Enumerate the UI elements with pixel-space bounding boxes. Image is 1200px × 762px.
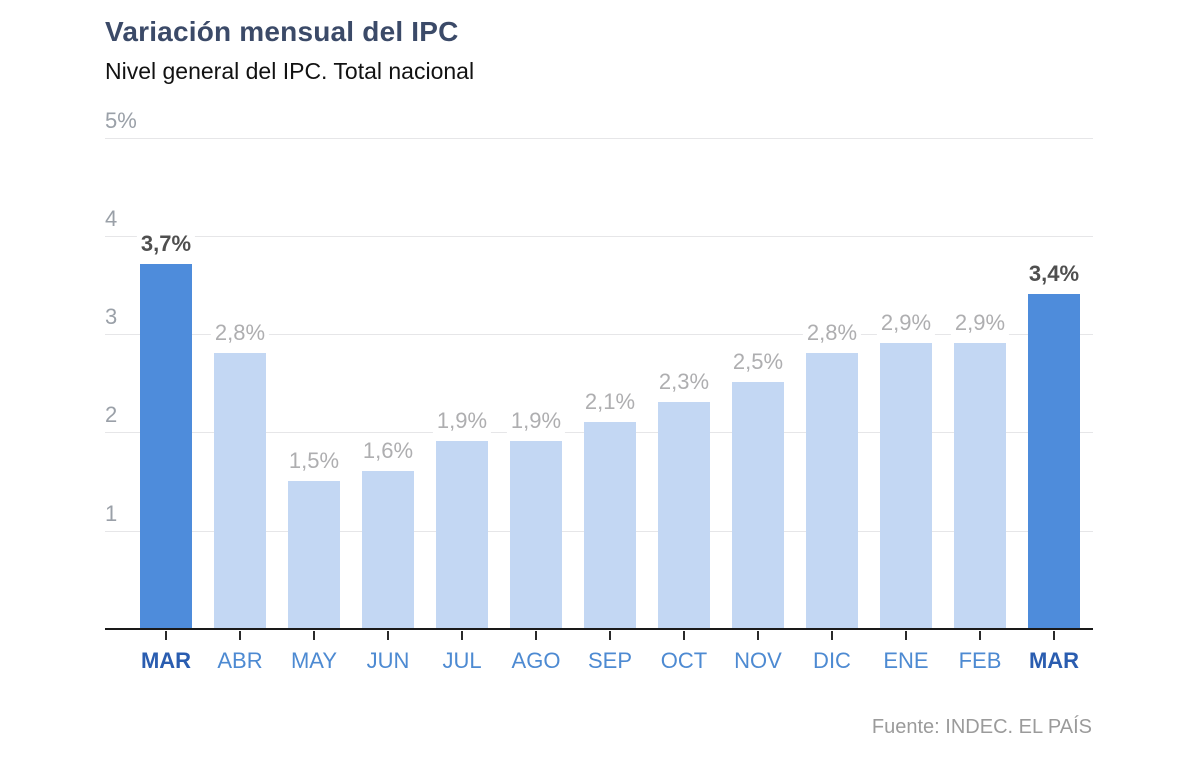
bar-value-label: 2,5% <box>728 350 788 374</box>
chart-subtitle: Nivel general del IPC. Total nacional <box>105 58 475 84</box>
bar-nov-8 <box>732 382 784 628</box>
x-axis-label-ene-10: ENE <box>883 648 929 673</box>
x-axis-tick <box>535 631 537 640</box>
x-axis-tick <box>1053 631 1055 640</box>
y-axis-tick-label: 5% <box>105 108 141 133</box>
bar-value-label: 2,8% <box>802 321 862 345</box>
x-axis-label-mar-0: MAR <box>140 648 192 673</box>
bar-mar-12 <box>1028 294 1080 628</box>
y-axis-tick-label: 4 <box>105 206 122 231</box>
bar-value-label: 1,6% <box>358 439 418 463</box>
x-axis-tick <box>461 631 463 640</box>
x-axis-tick <box>757 631 759 640</box>
x-axis-label-ago-5: AGO <box>511 648 561 673</box>
source-credit: Fuente: INDEC. EL PAÍS <box>871 716 1092 738</box>
x-axis-label-abr-1: ABR <box>217 648 263 673</box>
x-axis-line <box>105 628 1093 630</box>
gridline-y5 <box>105 137 1093 139</box>
x-axis-label-mar-12: MAR <box>1028 648 1080 673</box>
bar-value-label: 2,1% <box>580 390 640 414</box>
x-axis-tick <box>239 631 241 640</box>
bar-value-label: 2,8% <box>210 321 270 345</box>
bar-value-label: 2,3% <box>654 370 714 394</box>
x-axis-label-nov-8: NOV <box>734 648 782 673</box>
bar-value-label: 1,9% <box>432 409 492 433</box>
x-axis-tick <box>609 631 611 640</box>
y-axis-tick-label: 1 <box>105 501 122 526</box>
x-axis-tick <box>831 631 833 640</box>
x-axis-tick <box>165 631 167 640</box>
x-axis-label-may-2: MAY <box>290 648 338 673</box>
x-axis-label-jul-4: JUL <box>442 648 482 673</box>
bar-dic-9 <box>806 353 858 628</box>
bar-value-label: 2,9% <box>950 311 1010 335</box>
plot-area: 1 2 3 4 5% 3,7% MAR 2,8% ABR 1,5% MAY 1,6% JUN 1,9% JU… <box>105 108 1093 673</box>
x-axis-tick <box>683 631 685 640</box>
chart-title: Variación mensual del IPC <box>105 16 459 47</box>
x-axis-label-oct-7: OCT <box>660 648 708 673</box>
bar-value-label: 3,4% <box>1024 262 1084 286</box>
bar-value-label: 1,9% <box>506 409 566 433</box>
bar-mar-0 <box>140 264 192 628</box>
bar-value-label: 3,7% <box>136 232 196 256</box>
bar-abr-1 <box>214 353 266 628</box>
x-axis-label-jun-3: JUN <box>366 648 410 673</box>
bar-ene-10 <box>880 343 932 628</box>
x-axis-tick <box>979 631 981 640</box>
bar-jun-3 <box>362 471 414 628</box>
gridline-y3 <box>105 334 1093 336</box>
bar-may-2 <box>288 481 340 628</box>
x-axis-tick <box>387 631 389 640</box>
x-axis-tick <box>313 631 315 640</box>
x-axis-label-dic-9: DIC <box>813 648 851 673</box>
x-axis-label-feb-11: FEB <box>958 648 1002 673</box>
bar-sep-6 <box>584 422 636 628</box>
y-axis-tick-label: 3 <box>105 305 122 330</box>
bar-jul-4 <box>436 441 488 628</box>
x-axis-tick <box>905 631 907 640</box>
bar-ago-5 <box>510 441 562 628</box>
x-axis-label-sep-6: SEP <box>587 648 633 673</box>
bar-value-label: 1,5% <box>284 449 344 473</box>
gridline-y4 <box>105 235 1093 237</box>
bar-oct-7 <box>658 402 710 628</box>
bar-feb-11 <box>954 343 1006 628</box>
y-axis-tick-label: 2 <box>105 403 122 428</box>
bar-value-label: 2,9% <box>876 311 936 335</box>
